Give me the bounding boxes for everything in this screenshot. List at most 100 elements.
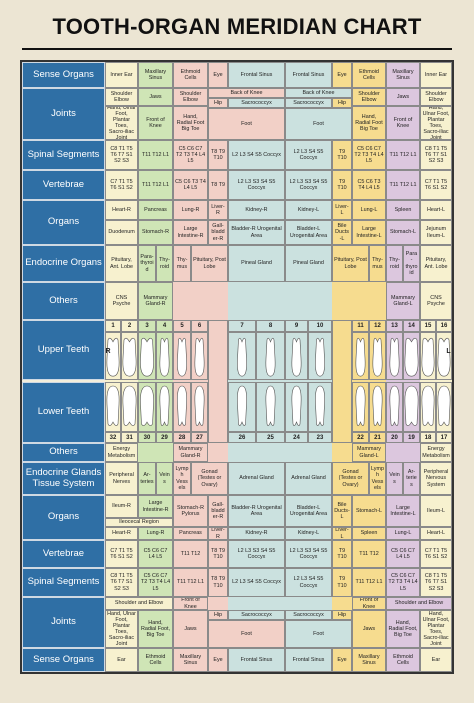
table-cell: T9 T10 [332,540,352,568]
tooth-number: 20 [386,432,403,443]
table-cell: CNS Psyche [420,282,452,320]
tooth-shape [372,385,383,426]
table-cell: L2 L3 S3 S4 S5 Coccyx [285,170,332,200]
tooth-number: 7 [228,320,256,332]
tooth-number: 9 [285,320,308,332]
tooth-icon [421,385,435,426]
tooth-icon [122,385,137,426]
tooth-shape [437,337,451,377]
table-cell: Gall-bladder-R [208,495,228,527]
tooth-number: 4 [156,320,173,332]
table-cell: Para-thyroid [138,245,156,282]
tooth-icon [265,385,276,426]
table-cell: T8 T9 T10 [208,568,228,597]
title: TOOTH-ORGAN MERIDIAN CHART [52,14,422,39]
table-cell: Frontal Sinus [285,62,332,88]
table-cell: Heart-R [105,200,138,220]
tooth-shape [315,337,325,377]
table-cell: Hip [332,98,352,108]
table-cell: Lymph Vessels [173,462,191,495]
tooth-icon [372,337,383,377]
table-cell: Adrenal Gland [228,462,285,495]
table-cell: Ethmoid Cells [173,62,208,88]
side-marker: R [105,347,111,355]
table-cell: Maxillary Sinus [138,62,173,88]
table-cell: Shoulder Elbow [352,88,386,106]
tooth-shape [106,337,120,377]
tooth-number: 22 [352,432,369,443]
table-cell: Thy-roid [386,245,403,282]
table-cell: Maxillary Sinus [173,648,208,672]
table-cell: Heart-L [420,200,452,220]
tooth-icon [291,385,302,426]
table-cell: Lymph Vessels [369,462,386,495]
tooth-number: 17 [436,432,452,443]
table-cell: Energy Metabolism [420,443,452,462]
side-marker: L [446,347,451,355]
row-label: Spinal Segments [22,140,105,170]
table-cell: Lung-R [138,527,173,540]
tooth-icon [404,337,419,377]
tooth-icon [159,385,170,426]
tooth-icon [194,337,205,377]
table-cell: Hand, Radial Foot Big Toe [173,106,208,140]
tooth-number: 3 [138,320,156,332]
tooth-number: 21 [369,432,386,443]
table-cell: Hip [208,98,228,108]
table-cell: Stomach-L [386,220,420,245]
tooth-icon [237,337,247,377]
table-cell: Hand, Radial Foot Big Toe [352,106,386,140]
table-cell: Peripheral Nervous System [420,462,452,495]
tooth-icon [265,337,276,377]
tooth-shape [404,337,419,377]
table-cell: Foot [208,108,285,140]
table-cell: Foot [285,620,352,648]
table-cell: Mammary Gland-L [352,443,386,462]
tooth-icon [106,385,120,426]
table-cell: Bladder-R Urogenital Area [228,495,285,527]
tooth-number: 26 [228,432,256,443]
table-cell: C5 C6 C7 T2 T3 T4 L4 L5 [173,140,208,170]
table-cell: Peripheral Nerves [105,462,138,495]
table-cell: Sacrococcyx [285,610,332,620]
table-cell: T8 T9 T10 [208,140,228,170]
table-cell: C8 T1 T5 T6 T7 S1 S2 S3 [420,140,452,170]
tooth-icon [122,337,137,377]
table-cell: Sacrococcyx [228,98,285,108]
table-cell: Large Intestine-L [352,220,386,245]
table-cell: Hand, Ulnar Foot, Plantar Toes, Sacro-il… [420,106,452,140]
row-label: Sense Organs [22,62,105,88]
table-cell: Back of Knee [285,88,352,98]
tooth-number: 19 [403,432,420,443]
table-cell: Liver-L [332,200,352,220]
tooth-number: 29 [156,432,173,443]
table-cell: Large Intestine-R [138,495,173,518]
tooth-shape [122,337,137,377]
table-cell: T11 T12 [352,540,386,568]
table-cell: T9 T10 [332,170,352,200]
tooth-number: 23 [308,432,332,443]
table-cell: Heart-L [420,527,452,540]
table-cell: Jaws [386,88,420,106]
table-cell: Stomach-L [352,495,386,527]
table-cell: Maxillary Sinus [352,648,386,672]
tooth-shape [291,385,302,426]
table-cell: Eye [208,62,228,88]
table-cell: Ear [105,648,138,672]
table-cell: Foot [208,620,285,648]
eye-column-cell [208,320,228,443]
table-cell: Liver-L [332,527,352,540]
table-cell: C5 C6 C7 T2 T3 T4 L4 L5 [138,568,173,597]
table-cell: Large Intestine-L [386,495,420,527]
tooth-icon [355,385,366,426]
table-cell: Para-thyroid [403,245,420,282]
tooth-number: 32 [105,432,121,443]
table-cell: Inner Ear [420,62,452,88]
table-cell: Bladder-R Urogenital Area [228,220,285,245]
table-cell: Lung-L [352,200,386,220]
table-cell: Maxillary Sinus [386,62,420,88]
table-cell: Spleen [352,527,386,540]
tooth-shape [194,385,205,426]
tooth-shape [355,385,366,426]
